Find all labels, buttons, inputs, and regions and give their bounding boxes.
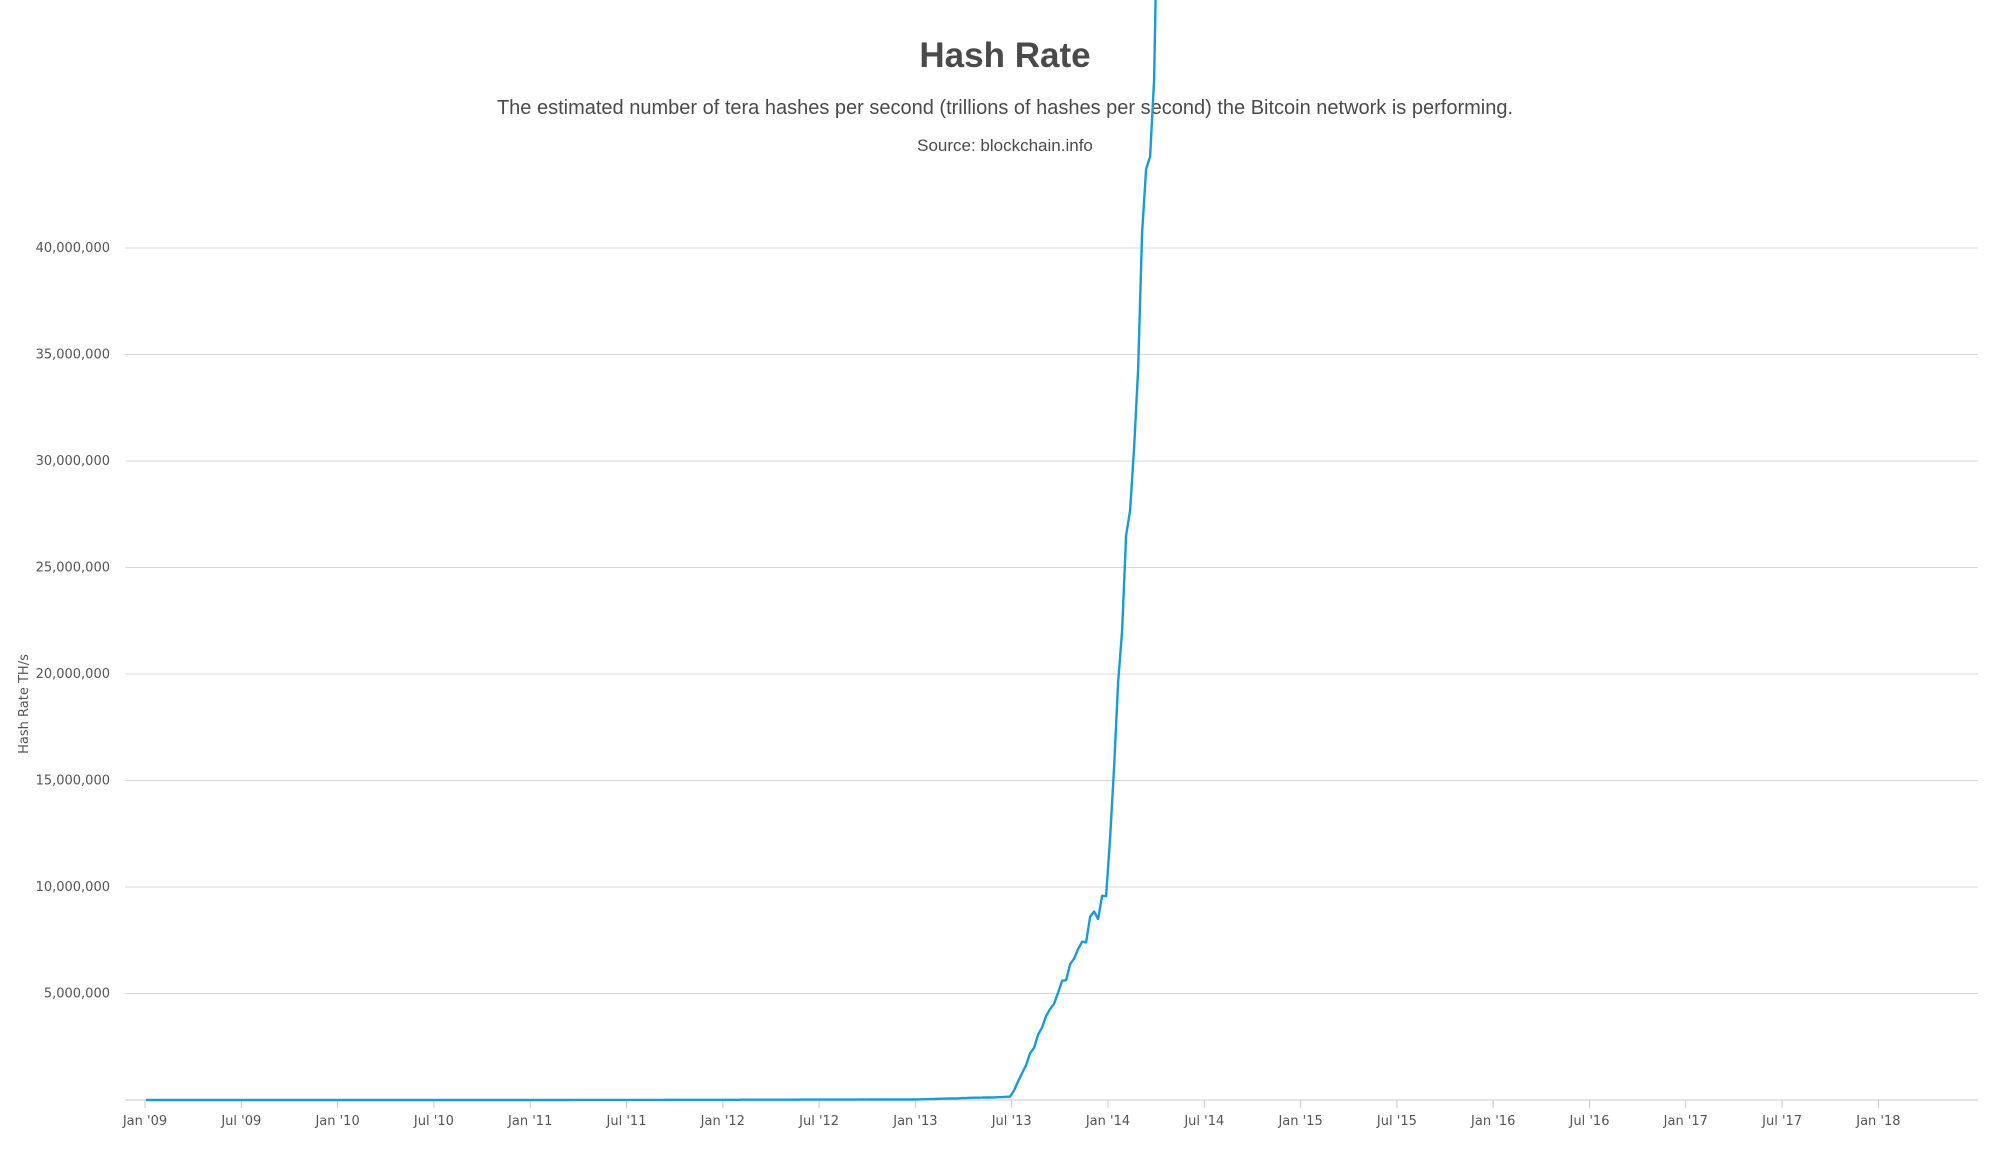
x-tick-label: Jan '14 [1085, 1114, 1130, 1129]
x-tick-label: Jan '16 [1470, 1114, 1515, 1129]
grid-lines [125, 247, 1978, 994]
y-tick-label: 35,000,000 [36, 348, 110, 363]
x-tick-label: Jul '09 [220, 1114, 261, 1129]
x-tick-label: Jul '11 [606, 1114, 647, 1129]
x-tick-label: Jan '12 [700, 1114, 745, 1129]
chart-subtitle: The estimated number of tera hashes per … [496, 97, 1514, 119]
x-tick-label: Jan '18 [1855, 1114, 1900, 1129]
x-tick-label: Jan '17 [1663, 1114, 1708, 1129]
y-tick-label: 30,000,000 [36, 454, 110, 469]
x-tick-label: Jan '11 [507, 1114, 552, 1129]
y-tick-label: 40,000,000 [36, 241, 110, 256]
x-tick-label: Jul '15 [1376, 1114, 1417, 1129]
y-tick-label: 10,000,000 [36, 880, 110, 895]
chart-source: Source: blockchain.info [917, 136, 1093, 155]
y-tick-label: 25,000,000 [36, 561, 110, 576]
x-tick-label: Jan '09 [122, 1114, 167, 1129]
y-tick-label: 5,000,000 [44, 987, 110, 1002]
y-axis-ticks: 5,000,000 10,000,000 15,000,000 20,000,000 2… [36, 241, 110, 1002]
x-tick-label: Jan '10 [314, 1114, 359, 1129]
x-tick-label: Jul '17 [1761, 1114, 1802, 1129]
hash-rate-line [146, 0, 1157, 1102]
chart-title: Hash Rate [919, 36, 1091, 75]
x-axis-ticks: Jan '09 Jul '09 Jan '10 Jul '10 Jan '11 Jul '… [122, 1100, 1901, 1129]
x-tick-label: Jul '16 [1569, 1114, 1610, 1129]
x-tick-label: Jul '13 [991, 1114, 1032, 1129]
x-tick-label: Jul '12 [798, 1114, 839, 1129]
y-tick-label: 15,000,000 [36, 774, 110, 789]
y-tick-label: 20,000,000 [36, 667, 110, 682]
x-tick-label: Jul '10 [413, 1114, 454, 1129]
y-axis-label: Hash Rate TH/s [17, 654, 32, 754]
x-tick-label: Jan '15 [1277, 1114, 1322, 1129]
x-tick-label: Jul '14 [1183, 1114, 1224, 1129]
x-tick-label: Jan '13 [892, 1114, 937, 1129]
